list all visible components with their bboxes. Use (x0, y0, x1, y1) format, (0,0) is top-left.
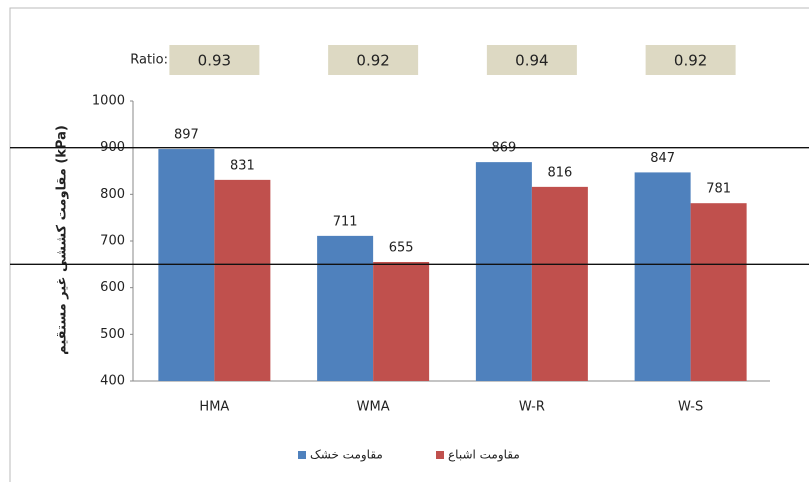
ratio-box (328, 45, 419, 75)
y-tick-label: 700 (100, 234, 125, 249)
bar (214, 179, 271, 381)
data-label: 816 (547, 165, 572, 180)
data-label: 711 (333, 214, 358, 229)
legend-label: مقاومت خشک (310, 448, 383, 463)
y-tick-label: 800 (100, 187, 125, 202)
y-axis-label: مقاومت کششی غیر مستقیم (kPa) (55, 125, 70, 355)
ratio-value: 0.94 (515, 52, 548, 70)
data-label: 897 (174, 128, 199, 143)
bar (690, 203, 747, 381)
legend-label: مقاومت اشباع (448, 448, 520, 463)
ratio-value: 0.92 (356, 52, 389, 70)
ratio-box (169, 45, 260, 75)
bar (373, 262, 430, 381)
y-tick-label: 500 (100, 327, 125, 342)
ratio-box (486, 45, 577, 75)
data-label: 847 (650, 151, 675, 166)
bar (634, 172, 691, 381)
ratio-box (645, 45, 736, 75)
x-tick-label: WMA (357, 400, 390, 415)
data-label: 831 (230, 158, 255, 173)
x-tick-label: W-R (519, 400, 545, 415)
y-tick-label: 1000 (92, 94, 125, 109)
data-label: 655 (389, 241, 414, 256)
x-tick-label: W-S (678, 400, 703, 415)
y-tick-label: 600 (100, 280, 125, 295)
y-tick-label: 400 (100, 374, 125, 389)
ratio-label: Ratio: (130, 53, 168, 68)
data-label: 781 (706, 182, 731, 197)
ratio-value: 0.93 (198, 52, 231, 70)
bar (475, 162, 532, 381)
ratio-value: 0.92 (674, 52, 707, 70)
bar (158, 149, 215, 381)
legend-swatch (436, 451, 444, 459)
bar (317, 235, 374, 381)
bar (531, 186, 588, 381)
legend-swatch (298, 451, 306, 459)
x-tick-label: HMA (199, 400, 229, 415)
